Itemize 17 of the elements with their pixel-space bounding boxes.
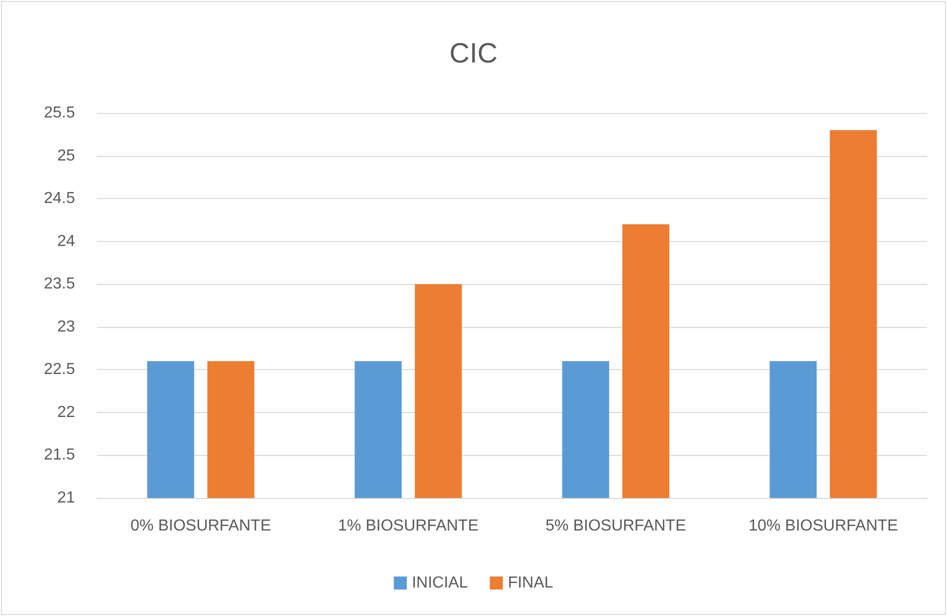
y-tick-label: 23 xyxy=(57,318,76,336)
y-tick-label: 22.5 xyxy=(44,361,76,378)
x-tick-label: 5% BIOSURFANTE xyxy=(546,518,686,534)
legend-label: FINAL xyxy=(508,574,554,592)
chart-title: CIC xyxy=(449,38,498,68)
y-tick-label: 24 xyxy=(57,232,76,250)
y-tick-label: 25 xyxy=(57,147,76,164)
y-tick-label: 24.5 xyxy=(44,190,76,208)
y-tick-label: 21 xyxy=(57,490,76,506)
x-tick-label: 1% BIOSURFANTE xyxy=(338,518,478,534)
legend-label: INICIAL xyxy=(412,574,468,592)
x-tick-label: 10% BIOSURFANTE xyxy=(748,518,898,534)
y-tick-label: 25.5 xyxy=(44,104,76,122)
y-tick-label: 23.5 xyxy=(44,276,76,293)
y-tick-label: 21.5 xyxy=(44,446,76,464)
x-tick-label: 0% BIOSURFANTE xyxy=(130,518,271,534)
y-tick-label: 22 xyxy=(57,404,76,421)
